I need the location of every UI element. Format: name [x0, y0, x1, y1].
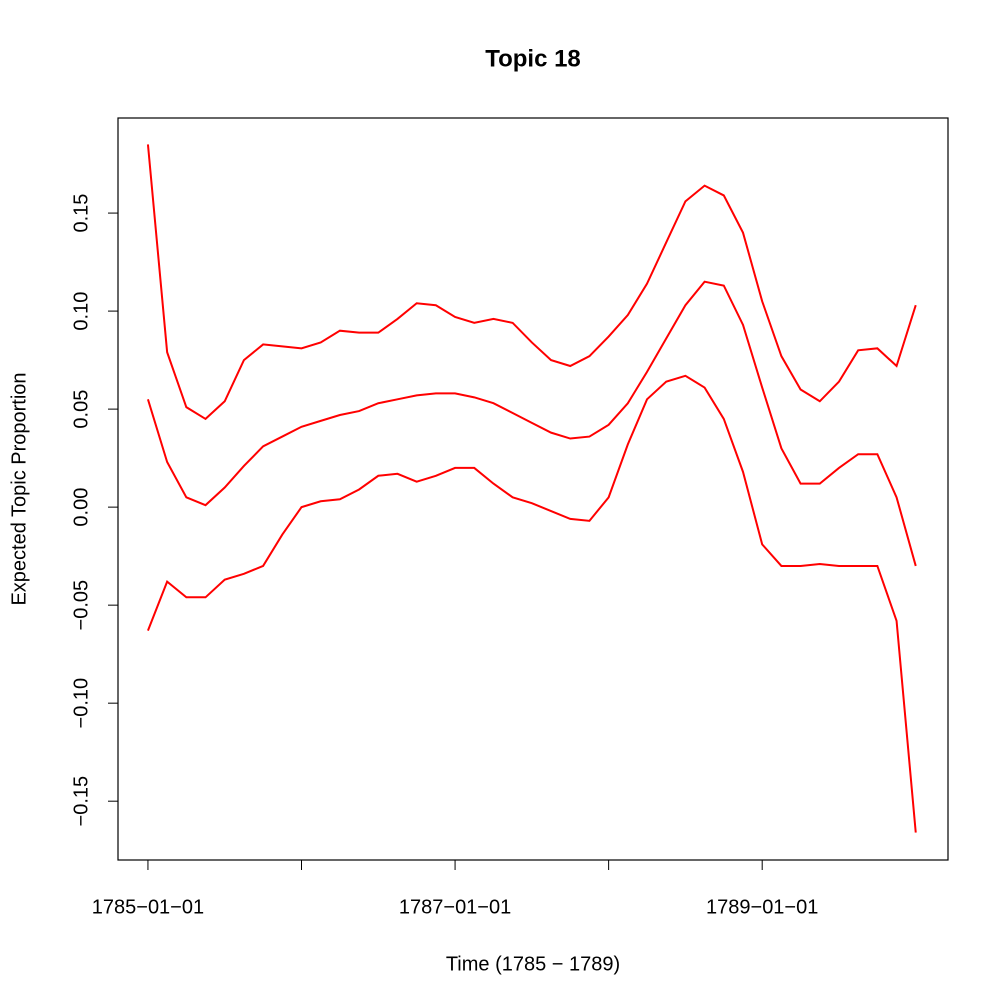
line-series: [146, 280, 917, 567]
y-tick-label: −0.15: [70, 776, 92, 827]
y-tick-label: 0.05: [70, 390, 92, 429]
y-axis-label: Expected Topic Proportion: [8, 372, 30, 605]
y-tick-label: 0.00: [70, 488, 92, 527]
y-tick-label: −0.10: [70, 678, 92, 729]
y-tick-label: 0.15: [70, 194, 92, 233]
x-tick-label: 1785−01−01: [92, 896, 204, 918]
plot-frame: [117, 117, 949, 861]
x-tick-label: 1787−01−01: [399, 896, 511, 918]
y-tick-label: −0.05: [70, 580, 92, 631]
x-tick-label: 1789−01−01: [706, 896, 818, 918]
x-axis-label: Time (1785 − 1789): [446, 953, 620, 975]
chart-title: Topic 18: [485, 45, 581, 72]
line-series: [147, 374, 917, 833]
y-tick-label: 0.10: [70, 292, 92, 331]
line-series: [146, 144, 917, 421]
